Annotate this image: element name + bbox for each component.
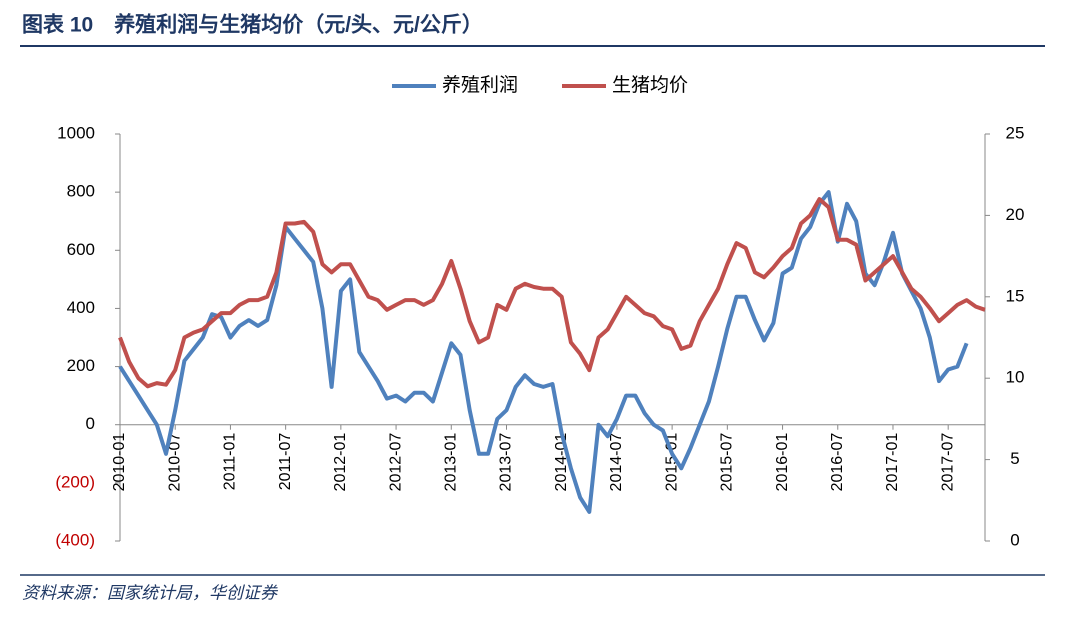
y-tick-label: 1000: [57, 123, 95, 142]
legend-label: 养殖利润: [442, 74, 518, 96]
series-line: [118, 190, 969, 514]
y-tick-label: 600: [67, 240, 95, 259]
y2-tick-label: 15: [1006, 286, 1025, 305]
y2-tick-label: 20: [1006, 205, 1025, 224]
x-tick-label: 2013-07: [498, 433, 515, 492]
y2-tick-label: 10: [1006, 368, 1025, 387]
y-tick-label: (400): [55, 530, 95, 549]
chart-title: 图表 10 养殖利润与生猪均价（元/头、元/公斤）: [22, 13, 483, 37]
y-tick-label: 400: [67, 298, 95, 317]
x-tick-label: 2015-07: [719, 433, 736, 492]
source: 资料来源：国家统计局，华创证券: [22, 583, 279, 602]
x-tick-label: 2011-07: [277, 433, 294, 491]
x-tick-label: 2012-07: [387, 433, 404, 492]
x-tick-label: 2016-01: [774, 433, 791, 492]
x-tick-label: 2014-07: [608, 433, 625, 492]
series-line: [118, 197, 986, 389]
x-tick-label: 2010-07: [166, 433, 183, 492]
y-tick-label: 800: [67, 182, 95, 201]
y-tick-label: 0: [86, 414, 95, 433]
y-tick-label: (200): [55, 472, 95, 491]
x-tick-label: 2010-01: [111, 433, 128, 492]
x-tick-label: 2013-01: [442, 433, 459, 492]
legend-label: 生猪均价: [612, 74, 688, 96]
y-tick-label: 200: [67, 356, 95, 375]
x-tick-label: 2012-01: [332, 433, 349, 492]
x-tick-label: 2017-01: [884, 433, 901, 492]
y2-tick-label: 0: [1010, 530, 1019, 549]
x-tick-label: 2011-01: [222, 433, 239, 491]
x-tick-label: 2016-07: [829, 433, 846, 492]
y2-tick-label: 25: [1006, 123, 1025, 142]
y2-tick-label: 5: [1010, 449, 1019, 468]
x-tick-label: 2017-07: [939, 433, 956, 492]
